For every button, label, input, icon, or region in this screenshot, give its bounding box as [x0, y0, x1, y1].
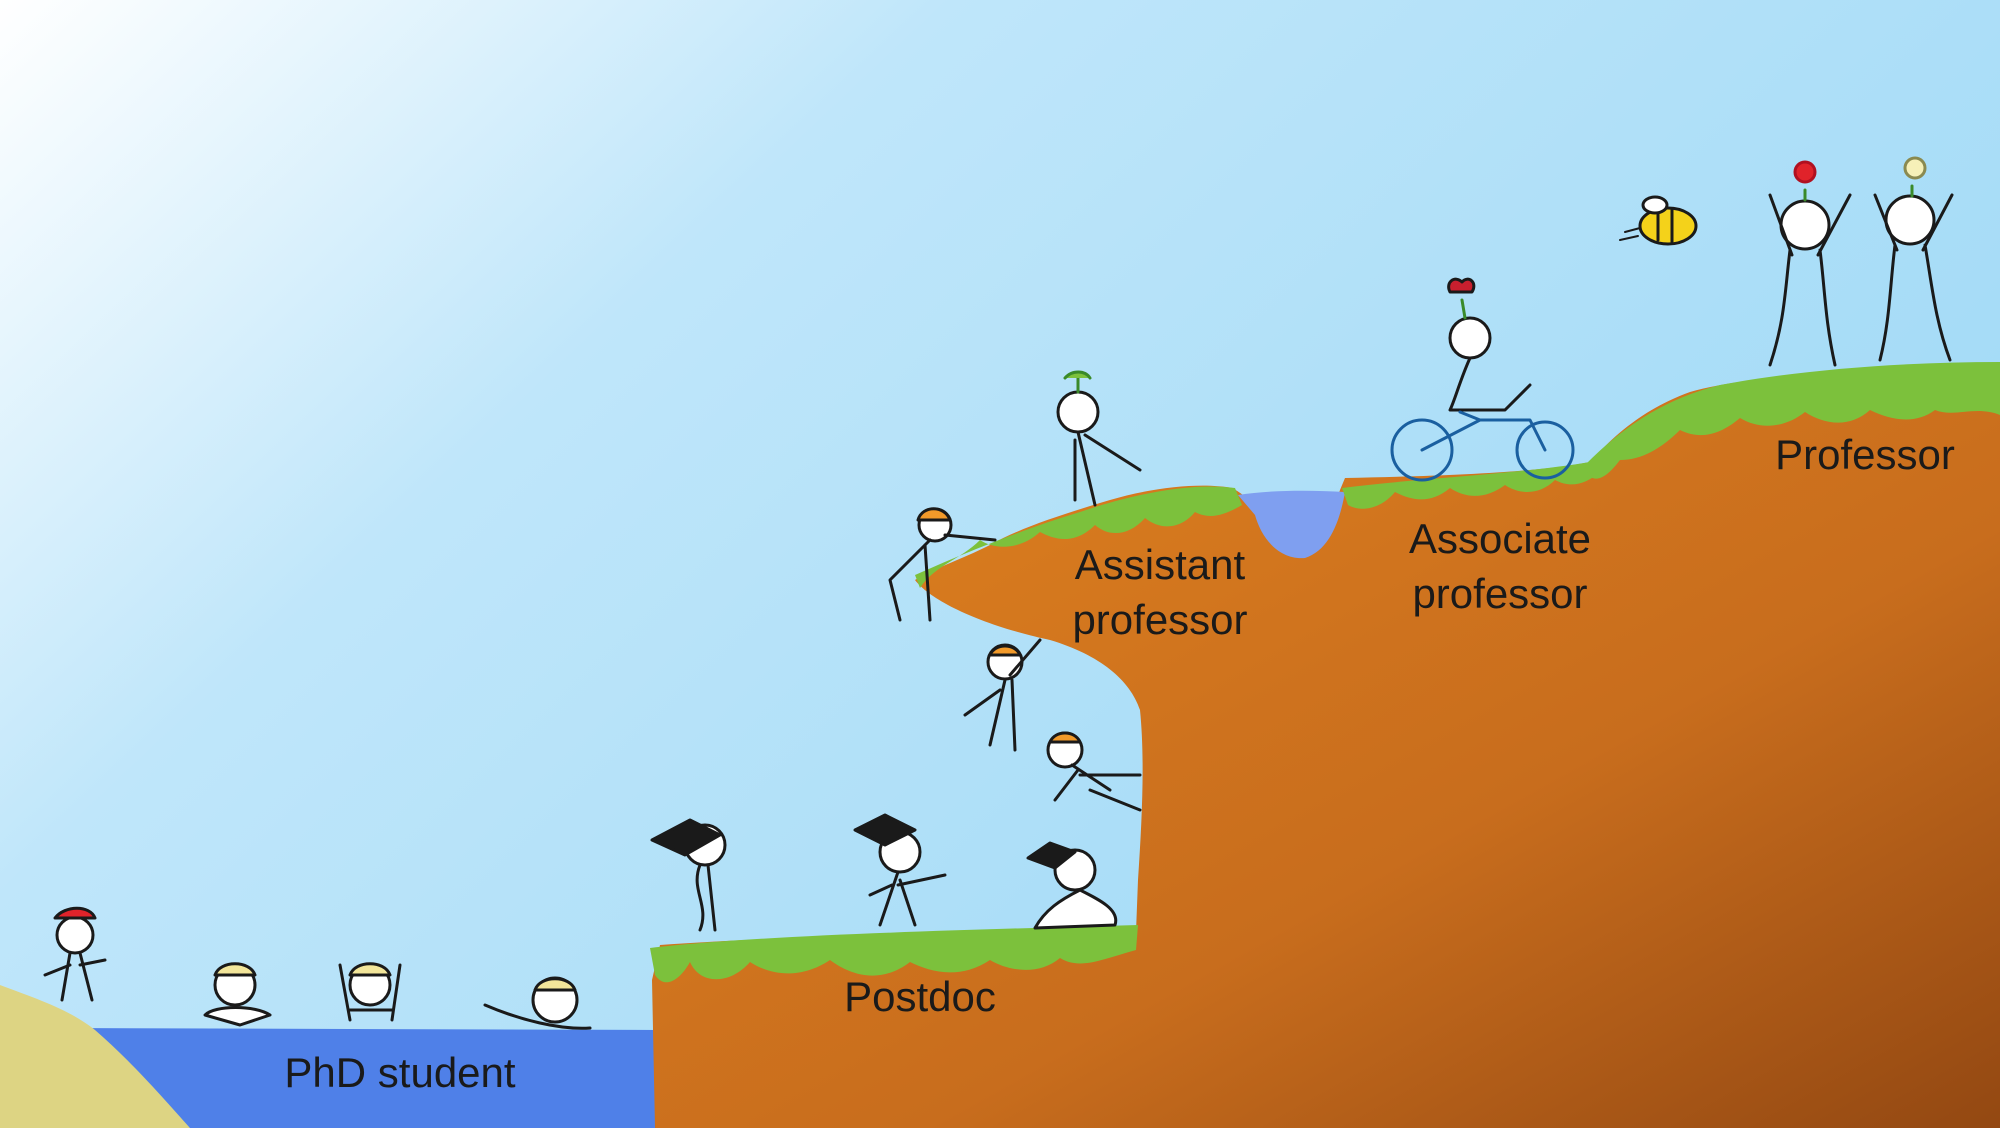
- sand-bank: [0, 985, 190, 1128]
- grass-postdoc: [650, 925, 1138, 983]
- grass-professor: [1585, 362, 2000, 479]
- figure-assistant: [1056, 370, 1142, 507]
- figure-phd-sand: [43, 906, 107, 1002]
- stage-label-postdoc: Postdoc: [844, 973, 996, 1020]
- figure-climber-1: [1046, 731, 1142, 812]
- water: [60, 1028, 660, 1128]
- figure-climber-2: [963, 638, 1042, 752]
- stage-label-assistant-professor: Assistant professor: [1072, 541, 1248, 643]
- stage-label-associate-professor: Associate professor: [1408, 515, 1592, 617]
- grass-assistant: [915, 486, 1242, 588]
- figure-phd-swimmer-2: [338, 962, 402, 1022]
- figure-professor-2: [1873, 156, 1954, 362]
- figure-phd-swimmer-1: [203, 962, 272, 1027]
- bee: [1619, 195, 1698, 246]
- figure-associate-cyclist: [1390, 277, 1575, 482]
- stage-label-phd-student: PhD student: [284, 1049, 516, 1096]
- figure-climber-3: [888, 507, 997, 622]
- figure-phd-swimmer-3: [483, 976, 592, 1030]
- figure-professor-1: [1768, 160, 1852, 367]
- figure-postdoc-3: [1026, 841, 1118, 930]
- stage-label-professor: Professor: [1775, 431, 1955, 478]
- figure-postdoc-2: [853, 813, 947, 927]
- pool: [1238, 490, 1345, 559]
- figure-postdoc-1: [650, 818, 727, 932]
- grass-associate: [1342, 462, 1600, 509]
